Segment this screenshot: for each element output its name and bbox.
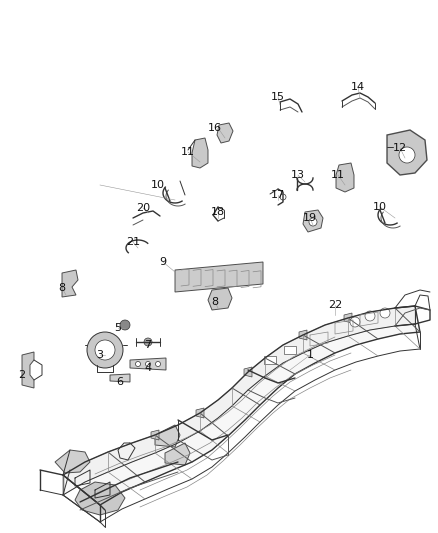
Circle shape: [144, 338, 152, 346]
Polygon shape: [130, 358, 166, 370]
Text: 14: 14: [351, 82, 365, 92]
Circle shape: [365, 311, 375, 321]
Text: 20: 20: [136, 203, 150, 213]
Polygon shape: [299, 330, 307, 340]
Circle shape: [280, 194, 286, 200]
Polygon shape: [75, 482, 125, 515]
Text: 22: 22: [328, 300, 342, 310]
Circle shape: [380, 308, 390, 318]
Polygon shape: [62, 270, 78, 297]
Circle shape: [95, 340, 115, 360]
Polygon shape: [192, 138, 208, 168]
Text: 12: 12: [393, 143, 407, 153]
Polygon shape: [217, 123, 233, 143]
Polygon shape: [303, 210, 323, 232]
Circle shape: [87, 332, 123, 368]
Text: 11: 11: [181, 147, 195, 157]
Text: 8: 8: [58, 283, 66, 293]
Circle shape: [145, 361, 151, 367]
Text: 18: 18: [211, 207, 225, 217]
Text: 19: 19: [303, 213, 317, 223]
Text: 21: 21: [126, 237, 140, 247]
Polygon shape: [244, 367, 252, 377]
Polygon shape: [22, 352, 34, 388]
Polygon shape: [208, 288, 232, 310]
Polygon shape: [387, 130, 427, 175]
Text: 10: 10: [373, 202, 387, 212]
Text: 9: 9: [159, 257, 166, 267]
Text: 1: 1: [307, 350, 314, 360]
Text: 10: 10: [151, 180, 165, 190]
Polygon shape: [344, 313, 352, 323]
Text: 8: 8: [212, 297, 219, 307]
Text: 16: 16: [208, 123, 222, 133]
Polygon shape: [196, 408, 204, 418]
Polygon shape: [165, 443, 190, 465]
Text: 5: 5: [114, 323, 121, 333]
Bar: [284, 346, 296, 354]
Text: 6: 6: [117, 377, 124, 387]
Text: 4: 4: [145, 363, 152, 373]
Polygon shape: [155, 425, 180, 447]
Circle shape: [350, 317, 360, 327]
Polygon shape: [175, 262, 263, 292]
Text: 15: 15: [271, 92, 285, 102]
Circle shape: [120, 320, 130, 330]
Text: 17: 17: [271, 190, 285, 200]
Text: 11: 11: [331, 170, 345, 180]
Polygon shape: [336, 163, 354, 192]
Circle shape: [309, 218, 317, 226]
Text: 7: 7: [145, 340, 152, 350]
Bar: [264, 356, 276, 364]
Polygon shape: [63, 306, 420, 505]
Circle shape: [135, 361, 141, 367]
Polygon shape: [110, 374, 130, 382]
Polygon shape: [151, 430, 159, 440]
Polygon shape: [55, 450, 90, 473]
Text: 13: 13: [291, 170, 305, 180]
Polygon shape: [63, 306, 415, 495]
Text: 3: 3: [96, 350, 103, 360]
Circle shape: [399, 147, 415, 163]
Text: 2: 2: [18, 370, 25, 380]
Circle shape: [155, 361, 160, 367]
